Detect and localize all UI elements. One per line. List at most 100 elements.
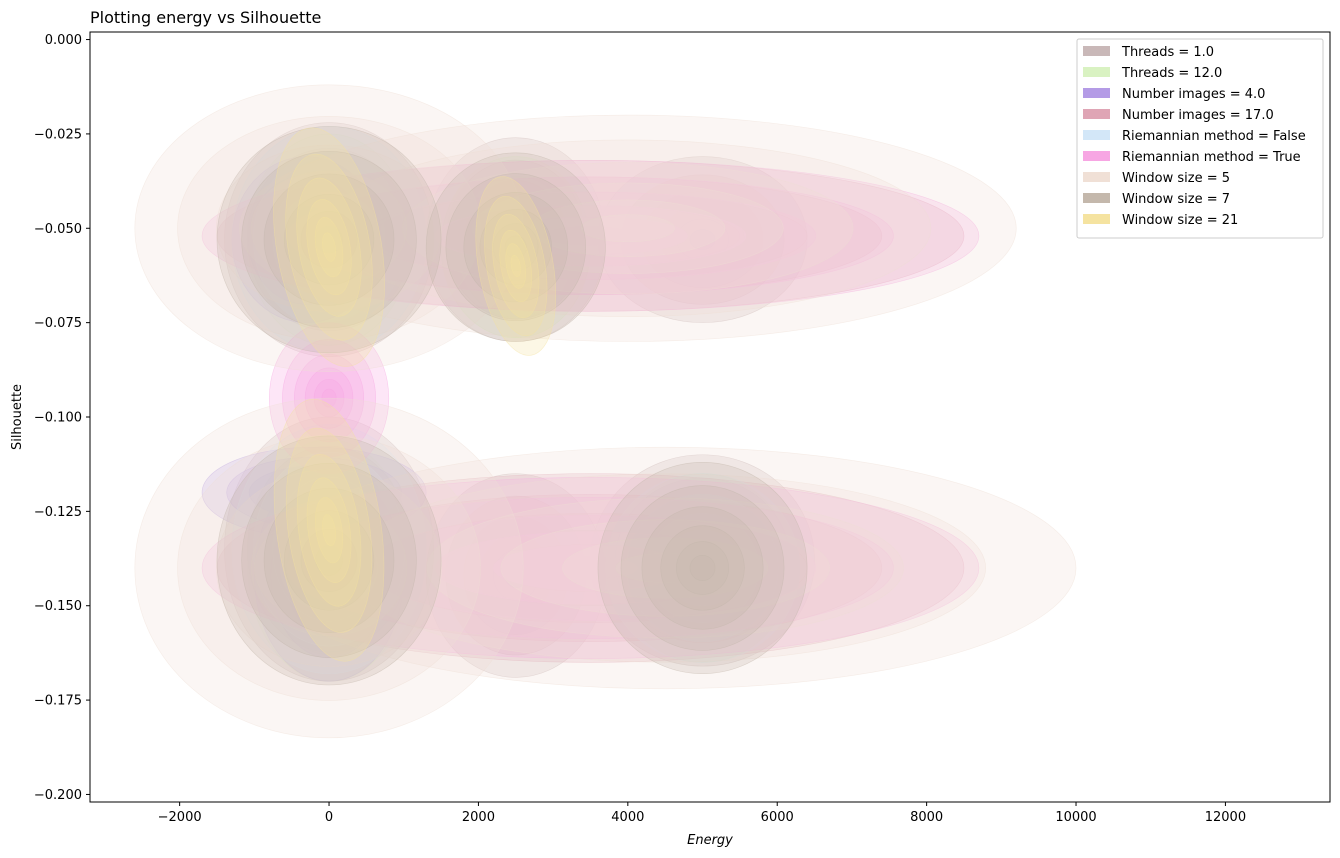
density-level-7-1-0 <box>425 152 606 342</box>
density-series-7 <box>216 126 808 686</box>
density-level-4-2-0 <box>605 473 800 663</box>
density-level-0-5-2 <box>637 498 768 623</box>
density-level-5-1-0 <box>201 477 980 659</box>
density-level-4-2-2 <box>645 512 760 624</box>
density-level-0-0-4 <box>302 210 356 270</box>
density-level-8-1-5 <box>510 254 521 278</box>
density-level-3-1-1 <box>298 494 883 642</box>
density-level-6-0-3 <box>251 170 408 286</box>
density-level-8-0-4 <box>314 217 344 278</box>
density-level-2-1-5 <box>300 486 328 499</box>
y-tick-label: −0.150 <box>34 599 82 614</box>
density-series-5 <box>201 160 980 659</box>
density-level-6-2-0 <box>134 397 524 739</box>
x-tick-label: −2000 <box>158 810 202 825</box>
y-tick-label: −0.125 <box>34 505 82 520</box>
density-level-4-1-1 <box>252 451 406 647</box>
legend-swatch <box>1083 67 1110 77</box>
y-tick-label: −0.075 <box>34 316 82 331</box>
density-level-6-1-1 <box>324 139 932 317</box>
chart-title: Plotting energy vs Silhouette <box>90 8 321 27</box>
x-axis-title: Energy <box>687 833 733 848</box>
density-level-8-1-0 <box>475 176 557 356</box>
density-level-3-1-5 <box>545 556 636 580</box>
density-level-8-1-4 <box>505 243 527 289</box>
density-level-7-3-5 <box>689 554 716 581</box>
density-level-7-1-1 <box>445 173 587 322</box>
density-level-6-0-0 <box>134 84 524 373</box>
density-level-7-2-2 <box>263 487 395 633</box>
density-level-8-2-4 <box>314 497 344 564</box>
density-level-6-3-0 <box>254 446 1077 690</box>
density-level-8-1-2 <box>492 213 540 319</box>
density-level-2-0-3 <box>276 206 337 274</box>
density-level-4-2-1 <box>626 494 779 642</box>
density-level-5-1-4 <box>493 545 688 591</box>
legend-box <box>1076 38 1324 239</box>
legend-label: Threads = 12.0 <box>1121 66 1222 81</box>
density-level-8-2-0 <box>273 398 385 662</box>
density-level-5-0-0 <box>201 160 980 312</box>
legend-label: Number images = 4.0 <box>1122 87 1265 102</box>
density-level-8-2-1 <box>285 427 373 633</box>
density-level-7-2-0 <box>216 435 442 686</box>
x-tick-label: 12000 <box>1205 810 1246 825</box>
x-tick-label: 10000 <box>1055 810 1096 825</box>
density-level-8-2-2 <box>296 453 362 607</box>
density-level-4-2-4 <box>677 544 728 592</box>
density-level-8-2-5 <box>322 514 336 547</box>
density-level-8-0-2 <box>296 177 362 317</box>
y-tick-label: −0.100 <box>34 411 82 426</box>
density-level-7-1-5 <box>504 235 527 259</box>
y-axis: 0.000 −0.025 −0.050 −0.075 −0.100 −0.125 −0.15… <box>34 33 90 803</box>
density-level-7-0-0 <box>216 126 442 354</box>
density-level-0-4-3 <box>479 534 552 617</box>
density-level-6-0-4 <box>280 192 378 265</box>
density-level-8-1-1 <box>484 195 548 337</box>
density-layer <box>134 84 1077 739</box>
density-level-7-3-2 <box>641 506 764 630</box>
density-level-6-2-3 <box>251 499 408 637</box>
density-level-1-2-5 <box>318 545 340 576</box>
legend-swatch <box>1083 214 1110 224</box>
density-level-6-0-2 <box>216 144 442 312</box>
density-level-5-0-2 <box>364 191 817 280</box>
density-level-7-3-4 <box>676 541 729 595</box>
density-level-2-1-2 <box>248 465 380 520</box>
density-level-7-2-3 <box>283 510 375 611</box>
density-level-5-1-5 <box>543 556 638 580</box>
density-level-0-2-1 <box>620 174 785 305</box>
density-level-6-3-1 <box>344 473 986 663</box>
density-series-2 <box>201 156 427 682</box>
density-level-5-1-1 <box>287 497 894 639</box>
density-level-7-2-4 <box>300 528 358 592</box>
density-level-6-1-3 <box>472 182 784 274</box>
legend-label: Number images = 17.0 <box>1122 108 1274 123</box>
y-tick-label: −0.175 <box>34 694 82 709</box>
x-tick-label: 8000 <box>910 810 943 825</box>
density-level-6-3-4 <box>562 537 769 599</box>
legend: Threads = 1.0 Threads = 12.0 Number images… <box>1076 38 1324 239</box>
density-level-0-2-0 <box>597 156 808 323</box>
x-tick-label: 6000 <box>761 810 794 825</box>
density-level-7-2-1 <box>241 462 417 658</box>
legend-label: Riemannian method = True <box>1122 150 1301 165</box>
legend-label: Window size = 7 <box>1122 192 1230 207</box>
legend-label: Riemannian method = False <box>1122 129 1306 144</box>
density-level-6-2-5 <box>305 547 353 589</box>
legend-swatch <box>1083 109 1110 119</box>
density-level-6-2-2 <box>216 469 442 667</box>
density-level-4-1-3 <box>289 498 369 600</box>
legend-swatch <box>1083 88 1110 98</box>
density-level-0-4-0 <box>425 473 606 678</box>
density-level-4-2-3 <box>663 529 742 607</box>
legend-label: Threads = 1.0 <box>1121 45 1214 60</box>
legend-swatch <box>1083 130 1110 140</box>
density-level-6-3-5 <box>615 553 715 583</box>
density-level-7-3-0 <box>597 461 808 674</box>
density-level-0-5-5 <box>688 547 717 574</box>
density-level-4-1-0 <box>231 424 427 674</box>
legend-swatch <box>1083 193 1110 203</box>
x-tick-label: 2000 <box>462 810 495 825</box>
